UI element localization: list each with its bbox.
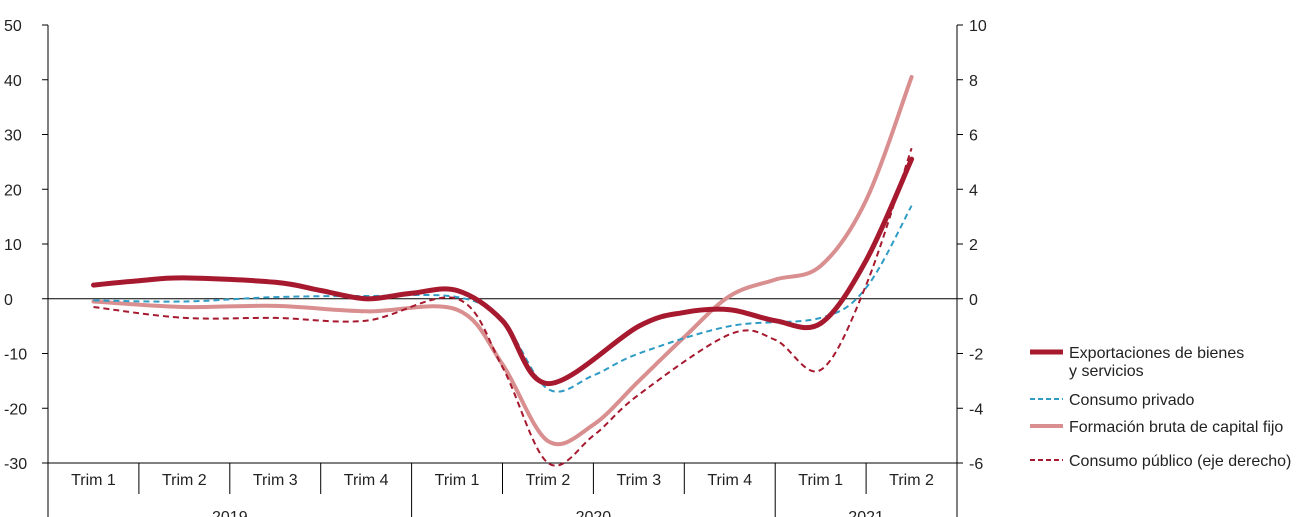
- series-layer: [91, 75, 915, 467]
- legend-label-0: Exportaciones de bienes: [1069, 345, 1244, 362]
- series-line-1: [93, 205, 913, 393]
- category-label: Trim 4: [707, 472, 752, 489]
- legend-label-2: Formación bruta de capital fijo: [1069, 419, 1283, 436]
- category-label: Trim 4: [344, 472, 389, 489]
- category-label: Trim 1: [71, 472, 116, 489]
- right-axis-tick-label: 0: [969, 292, 978, 309]
- category-label: Trim 1: [435, 472, 480, 489]
- right-axis-tick-label: -4: [969, 401, 983, 418]
- right-axis-tick-label: -6: [969, 456, 983, 473]
- left-axis-tick-label: -20: [4, 401, 27, 418]
- series-line-0: [91, 156, 915, 387]
- legend-label-1: Consumo privado: [1069, 392, 1195, 409]
- left-axis-tick-label: 10: [4, 237, 22, 254]
- year-label: 2020: [576, 509, 612, 517]
- category-label: Trim 2: [889, 472, 934, 489]
- right-axis-tick-label: 2: [969, 237, 978, 254]
- left-axis-tick-label: 20: [4, 182, 22, 199]
- year-label: 2019: [212, 509, 248, 517]
- right-axis-tick-label: -2: [969, 347, 983, 364]
- left-axis-tick-label: 30: [4, 128, 22, 145]
- category-label: Trim 2: [162, 472, 207, 489]
- left-axis-tick-label: -30: [4, 456, 27, 473]
- right-axis-tick-label: 10: [969, 18, 987, 35]
- left-axis-tick-label: -10: [4, 347, 27, 364]
- category-label: Trim 1: [798, 472, 843, 489]
- left-axis-tick-label: 50: [4, 18, 22, 35]
- category-label: Trim 2: [526, 472, 571, 489]
- category-label: Trim 3: [253, 472, 298, 489]
- legend-label-0: y servicios: [1069, 363, 1144, 380]
- category-label: Trim 3: [616, 472, 661, 489]
- legend-label-3: Consumo público (eje derecho): [1069, 453, 1291, 470]
- series-line-2: [91, 75, 914, 447]
- right-axis-tick-label: 8: [969, 73, 978, 90]
- series-line-3: [93, 147, 913, 467]
- year-label: 2021: [848, 509, 884, 517]
- left-axis-tick-label: 40: [4, 73, 22, 90]
- right-axis-tick-label: 6: [969, 128, 978, 145]
- left-axis-tick-label: 0: [4, 292, 13, 309]
- right-axis-tick-label: 4: [969, 182, 978, 199]
